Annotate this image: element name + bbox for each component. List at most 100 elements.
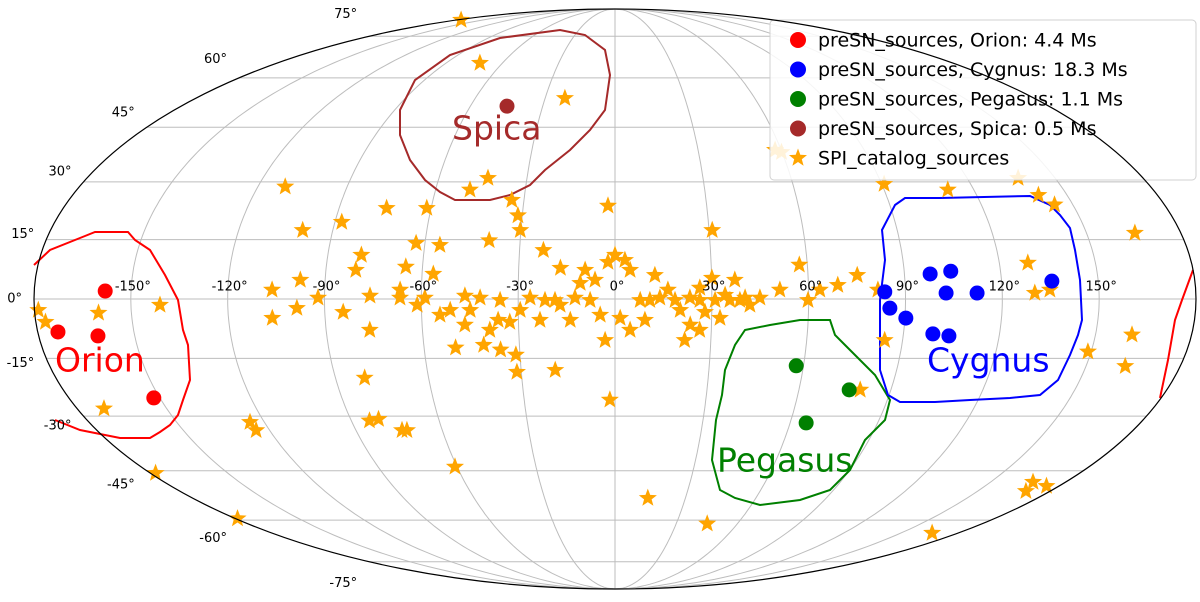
- region-outline: [879, 194, 1084, 403]
- star-point: [455, 286, 474, 304]
- legend-label: preSN_sources, Spica: 0.5 Ms: [818, 118, 1096, 140]
- star-point: [263, 308, 282, 326]
- point: [841, 382, 857, 398]
- star-point: [690, 320, 709, 338]
- star-point: [621, 260, 640, 278]
- point: [898, 310, 914, 326]
- star-point: [828, 275, 847, 293]
- star-point: [360, 320, 379, 338]
- star-point: [332, 212, 351, 230]
- star-point: [680, 288, 699, 306]
- star-point: [591, 305, 610, 323]
- y-tick-label: -30°: [44, 418, 72, 433]
- star-point: [611, 308, 630, 326]
- star-point: [736, 288, 755, 306]
- star-point: [596, 330, 615, 348]
- star-point: [695, 302, 714, 320]
- star-point: [396, 257, 415, 275]
- star-point: [352, 245, 371, 263]
- legend-label: preSN_sources, Pegasus: 1.1 Ms: [818, 89, 1123, 111]
- star-point: [730, 290, 749, 308]
- star-point: [790, 255, 809, 273]
- frame: -150° -120° -90° -60° -30° 0° 30° 60° 90° 120° 150…: [7, 7, 1197, 591]
- region-outline: [33, 231, 192, 439]
- star-point: [875, 330, 894, 348]
- star-point: [1037, 476, 1056, 494]
- y-tick-label: -15°: [7, 356, 35, 371]
- star-point: [150, 295, 169, 313]
- star-point: [720, 290, 739, 308]
- point: [941, 328, 957, 344]
- star-point: [94, 399, 113, 417]
- star-point: [1125, 223, 1144, 241]
- legend-marker: [790, 32, 806, 48]
- region-label: Spica: [452, 109, 541, 148]
- star-point: [702, 268, 721, 286]
- star-point: [545, 290, 564, 308]
- star-point: [621, 320, 640, 338]
- star-point: [645, 265, 664, 283]
- star-point: [431, 305, 449, 323]
- y-tick-label: -60°: [199, 531, 227, 546]
- marks: [29, 10, 1144, 541]
- star-point: [146, 463, 165, 481]
- y-tick-label: 45°: [112, 106, 135, 121]
- star-point: [750, 288, 769, 306]
- star-point: [228, 509, 247, 527]
- star-point: [923, 523, 942, 541]
- star-point: [346, 260, 365, 278]
- star-point: [770, 280, 789, 298]
- star-point: [675, 330, 694, 348]
- star-point: [799, 290, 818, 308]
- legend: preSN_sources, Orion: 4.4 Ms preSN_source…: [769, 19, 1197, 181]
- star-point: [424, 264, 443, 282]
- star-point: [502, 190, 521, 208]
- star-point: [698, 514, 717, 532]
- point: [1044, 273, 1060, 289]
- star-point: [29, 300, 48, 318]
- star-point: [690, 278, 709, 296]
- star-point: [287, 298, 306, 316]
- star-point: [1123, 325, 1141, 343]
- y-tick-label: 15°: [11, 227, 34, 242]
- star-point: [415, 288, 434, 306]
- star-point: [89, 303, 108, 321]
- star-point: [441, 300, 460, 318]
- star-point: [650, 288, 669, 306]
- star-point: [586, 270, 605, 288]
- legend-marker: [790, 61, 806, 78]
- star-point: [355, 368, 374, 386]
- star-point: [474, 335, 493, 353]
- star-point: [334, 302, 353, 320]
- star-point: [716, 285, 735, 303]
- x-tick-label: 60°: [799, 280, 822, 295]
- star-point: [455, 315, 474, 333]
- star-point: [430, 235, 449, 253]
- region-outline: [710, 319, 892, 507]
- star-point: [690, 290, 709, 308]
- star-point: [489, 310, 508, 328]
- region-outline: [399, 28, 612, 201]
- star-point: [471, 288, 490, 306]
- star-point: [681, 315, 700, 333]
- star-point: [703, 220, 722, 238]
- star-point: [671, 300, 690, 318]
- point: [969, 285, 985, 301]
- star-point: [369, 409, 388, 427]
- y-tick-label: 0°: [7, 292, 22, 307]
- star-point: [407, 233, 426, 251]
- star-point: [377, 198, 396, 216]
- x-tick-label: 0°: [610, 280, 625, 295]
- star-point: [598, 196, 617, 214]
- region-label: Pegasus: [717, 441, 853, 480]
- star-point: [711, 308, 729, 326]
- regions: [33, 28, 1194, 507]
- region-outline: [1159, 269, 1194, 399]
- star-point: [1045, 195, 1064, 213]
- legend-marker: [790, 91, 806, 107]
- x-tick-label: 150°: [1086, 280, 1117, 295]
- star-point: [546, 360, 565, 378]
- star-point: [606, 245, 624, 263]
- star-point: [535, 290, 554, 308]
